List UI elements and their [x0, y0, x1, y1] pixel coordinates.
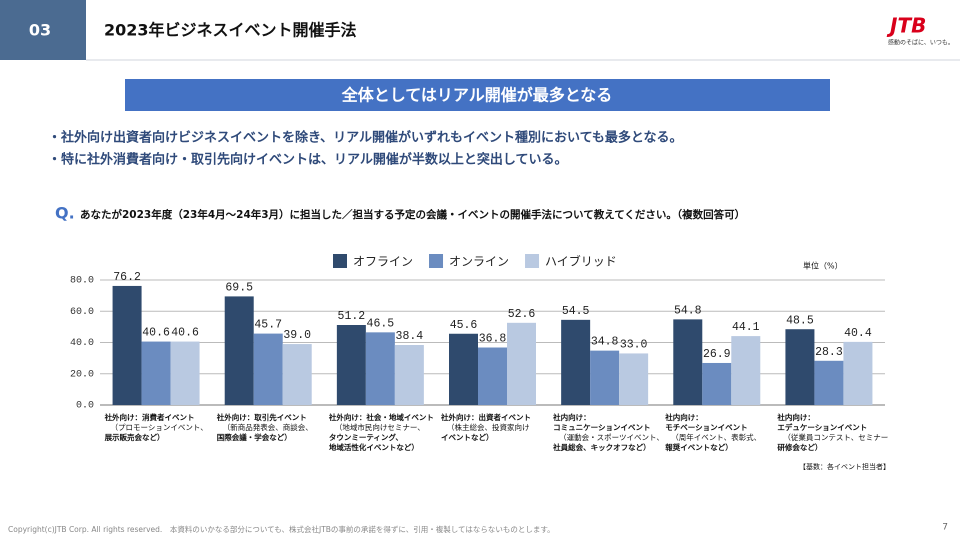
bar — [224, 296, 254, 405]
header-number: 03 — [29, 21, 51, 40]
value-label: 36.8 — [479, 333, 507, 346]
banner: 全体としてはリアル開催が最多となる — [341, 86, 613, 105]
x-tick-label: 社外向け：社会・地域イベント — [328, 412, 434, 422]
bar — [336, 325, 366, 405]
legend-swatch — [429, 254, 444, 268]
value-label: 39.0 — [283, 329, 311, 342]
bar — [282, 344, 312, 405]
x-tick-label: （プロモーションイベント、 — [111, 423, 208, 432]
y-tick-label: 60.0 — [70, 307, 94, 318]
question-mark: Q. — [55, 204, 75, 223]
x-tick-label: 研修会など） — [777, 442, 822, 452]
value-label: 51.2 — [338, 310, 366, 323]
x-tick-label: （運動会・スポーツイベント、 — [559, 432, 664, 442]
bar — [561, 319, 591, 405]
x-tick-label: 社内向け： — [552, 412, 591, 422]
bar — [814, 360, 844, 405]
copyright: Copyright(c)JTB Corp. All rights reserve… — [8, 524, 555, 534]
value-label: 33.0 — [620, 338, 648, 351]
logo: JTB — [886, 14, 926, 38]
x-tick-label: 社外向け：取引先イベント — [216, 412, 307, 422]
header-title: 2023年ビジネスイベント開催手法 — [104, 21, 357, 40]
bar — [253, 333, 283, 405]
bar — [365, 332, 395, 405]
legend-swatch — [333, 254, 347, 268]
x-tick-label: 社員総会、キックオフなど） — [552, 442, 651, 452]
x-tick-label: イベントなど） — [441, 432, 494, 442]
value-label: 46.5 — [367, 317, 395, 330]
bar — [673, 319, 703, 405]
x-tick-label: エデュケーションイベント — [777, 422, 867, 432]
bar — [112, 285, 142, 405]
y-tick-label: 40.0 — [70, 338, 94, 349]
bar — [843, 341, 873, 405]
value-label: 54.5 — [562, 305, 590, 318]
x-tick-label: 社外向け：出資者イベント — [440, 412, 531, 422]
bullet: ・特に社外消費者向け・取引先向けイベントは、リアル開催が半数以上と突出している。 — [48, 152, 567, 168]
x-tick-label: 展示販売会など） — [104, 432, 165, 442]
x-tick-label: 社内向け： — [776, 412, 815, 422]
value-label: 26.9 — [703, 348, 731, 361]
y-tick-label: 80.0 — [70, 276, 94, 287]
value-label: 76.2 — [113, 271, 141, 284]
legend-label: オンライン — [449, 255, 509, 269]
footnote: 【基数：各イベント担当者】 — [799, 462, 890, 471]
x-tick-label: 国際会議・学会など） — [217, 432, 292, 442]
header-number-box — [0, 0, 86, 60]
x-tick-label: コミュニケーションイベント — [553, 423, 650, 432]
value-label: 54.8 — [674, 304, 702, 317]
y-tick-label: 20.0 — [70, 369, 94, 380]
tagline: 感動のそばに、いつも。 — [888, 39, 954, 47]
value-label: 34.8 — [591, 336, 619, 349]
value-label: 45.6 — [450, 319, 478, 332]
x-tick-label: （新商品発表会、商談会、 — [223, 422, 313, 432]
question-text: あなたが2023年度（23年4月～24年3月）に担当した／担当する予定の会議・イ… — [80, 208, 745, 221]
y-tick-label: 0.0 — [76, 401, 94, 412]
bar — [702, 362, 732, 405]
legend-label: ハイブリッド — [545, 254, 617, 269]
chart: 0.0 20.0 40.0 60.0 80.0 オフライン オンライン ハイブリッド 76.2 4… — [70, 254, 888, 453]
bar — [449, 333, 478, 405]
value-label: 45.7 — [254, 319, 282, 332]
bullet: ・社外向け出資者向けビジネスイベントを除き、リアル開催がいずれもイベント種別にお… — [48, 130, 683, 146]
bar — [731, 336, 761, 405]
bar — [785, 329, 815, 405]
bar — [170, 341, 200, 405]
x-tick-label: モチベーションイベント — [665, 423, 747, 432]
bar — [590, 350, 620, 405]
page-number: 7 — [942, 523, 948, 533]
bar — [619, 353, 649, 405]
x-tick-label: 地域活性化イベントなど） — [329, 442, 419, 452]
banner-box — [125, 79, 830, 111]
value-label: 28.3 — [815, 346, 843, 359]
bar — [478, 347, 507, 405]
x-tick-label: 社内向け： — [664, 412, 703, 422]
x-tick-label: （従業員コンテスト、セミナー — [783, 432, 888, 442]
x-tick-label: 社外向け：消費者イベント — [104, 412, 195, 422]
bar — [141, 341, 171, 405]
bar — [394, 345, 424, 405]
value-label: 40.4 — [844, 327, 872, 340]
value-label: 44.1 — [732, 321, 760, 334]
value-label: 48.5 — [786, 314, 814, 327]
value-label: 40.6 — [171, 327, 199, 340]
value-label: 38.4 — [396, 330, 424, 343]
value-label: 40.6 — [142, 327, 170, 340]
legend-swatch — [525, 254, 540, 268]
value-label: 69.5 — [225, 281, 253, 294]
unit: 単位（%） — [803, 261, 843, 271]
value-label: 52.6 — [508, 308, 536, 321]
bar — [507, 322, 536, 405]
x-tick-label: （周年イベント、表彰式、 — [671, 432, 761, 442]
x-tick-label: 報奨イベントなど） — [665, 442, 733, 452]
x-tick-label: （地域市民向けセミナー、 — [335, 422, 425, 432]
x-tick-label: タウンミーティング、 — [329, 432, 403, 442]
legend-label: オフライン — [353, 255, 413, 269]
x-tick-label: （株主総会、投資家向け — [447, 422, 530, 432]
